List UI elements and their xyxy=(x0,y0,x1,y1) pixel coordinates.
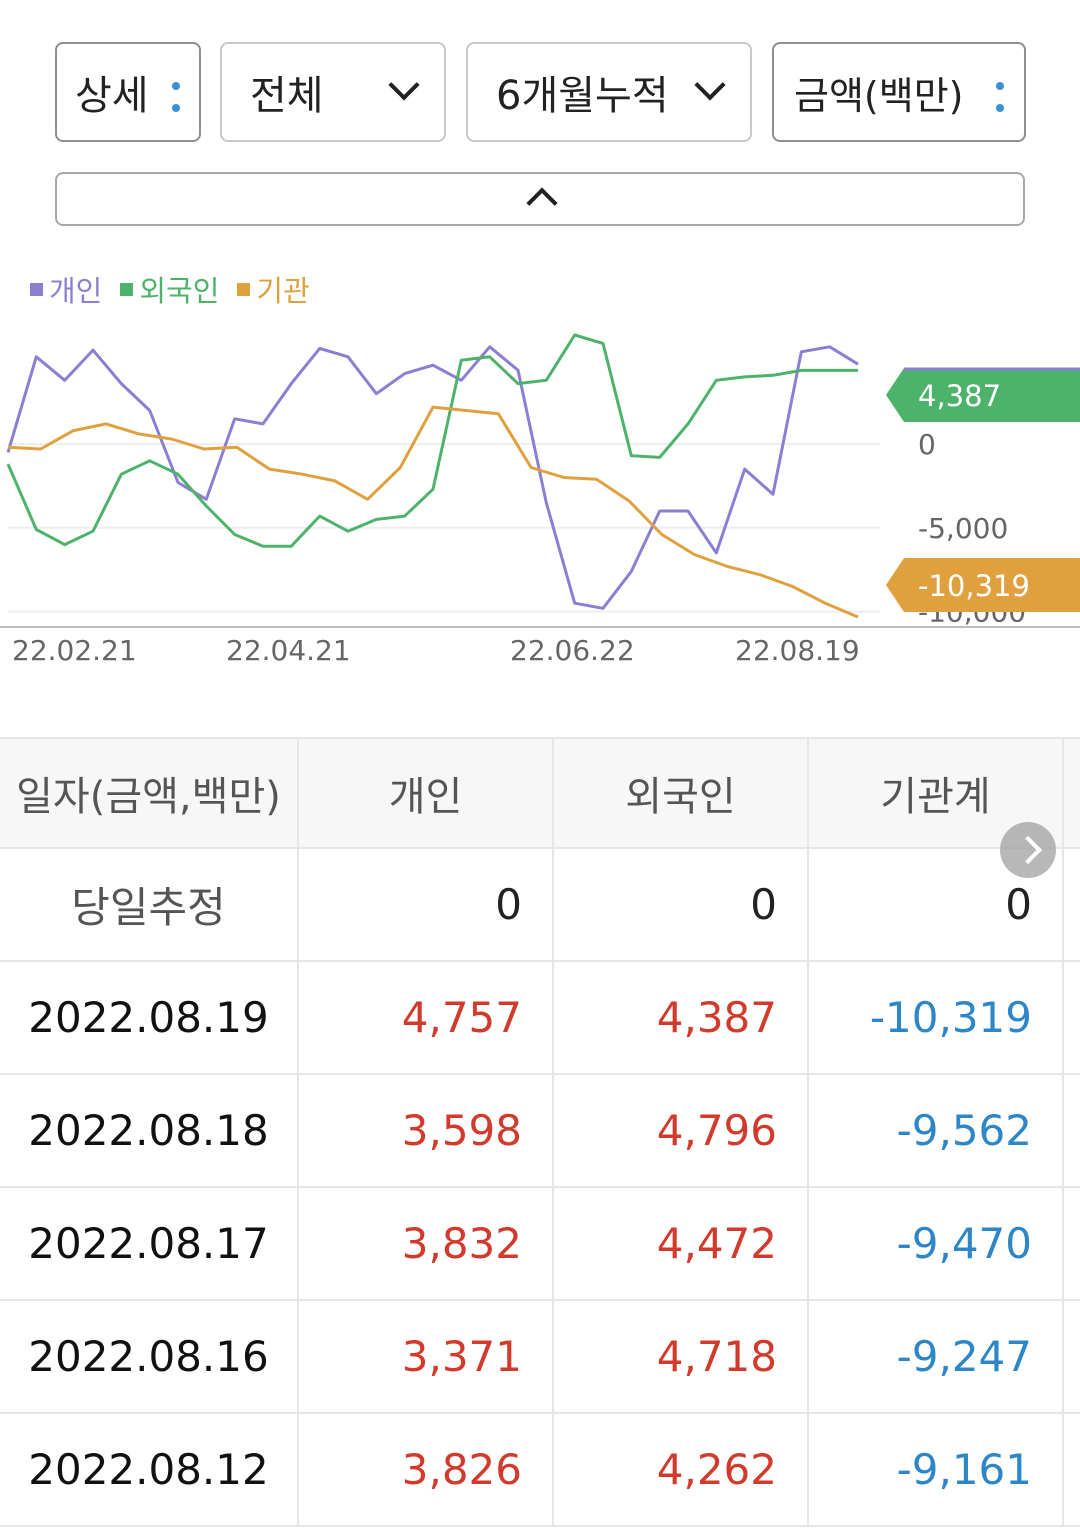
chevron-right-icon[interactable] xyxy=(1000,822,1056,878)
row-spacer xyxy=(1064,849,1080,960)
row-institution: -10,319 xyxy=(809,962,1064,1073)
chevron-down-icon xyxy=(388,69,420,101)
collapse-button[interactable] xyxy=(55,172,1025,226)
scope-select[interactable]: 전체 xyxy=(220,42,446,142)
row-foreign: 4,387 xyxy=(554,962,809,1073)
header-institution: 기관계 xyxy=(809,739,1064,847)
legend-label: 기관 xyxy=(256,274,310,308)
row-institution: -9,470 xyxy=(809,1188,1064,1299)
row-individual: 3,598 xyxy=(299,1075,554,1186)
x-tick-label: 22.06.22 xyxy=(510,634,635,667)
row-individual: 3,826 xyxy=(299,1414,554,1525)
end-value-label: -10,319 xyxy=(918,569,1030,603)
row-spacer xyxy=(1064,1301,1080,1412)
legend-swatch xyxy=(237,282,251,296)
filter-bar: 상세 전체 6개월누적 금액(백만) xyxy=(0,0,1080,240)
y-tick-label: 0 xyxy=(918,428,936,461)
row-individual: 3,832 xyxy=(299,1188,554,1299)
detail-select-label: 상세 xyxy=(75,73,149,119)
legend-item-individual[interactable]: 개인 xyxy=(30,268,102,310)
chevron-down-icon xyxy=(694,69,726,101)
row-date: 2022.08.16 xyxy=(0,1301,299,1412)
row-spacer xyxy=(1064,962,1080,1073)
x-tick-label: 22.08.19 xyxy=(735,634,860,667)
header-date: 일자(금액,백만) xyxy=(0,739,299,847)
table-row: 2022.08.16 3,371 4,718 -9,247 xyxy=(0,1301,1080,1414)
header-spacer xyxy=(1064,739,1080,847)
x-tick-label: 22.02.21 xyxy=(12,634,137,667)
series-line-1 xyxy=(6,333,858,548)
row-individual: 3,371 xyxy=(299,1301,554,1412)
estimate-label: 당일추정 xyxy=(0,849,299,960)
unit-select-label: 금액(백만) xyxy=(794,73,964,118)
more-vertical-icon xyxy=(172,82,180,112)
unit-select[interactable]: 금액(백만) xyxy=(772,42,1026,142)
detail-select[interactable]: 상세 xyxy=(55,42,201,142)
estimate-row: 당일추정 0 0 0 xyxy=(0,849,1080,962)
row-date: 2022.08.19 xyxy=(0,962,299,1073)
series-line-2 xyxy=(7,405,859,619)
legend-swatch xyxy=(30,282,43,296)
row-spacer xyxy=(1064,1414,1080,1525)
row-foreign: 4,472 xyxy=(554,1188,809,1299)
legend-swatch xyxy=(120,282,134,296)
table-row: 2022.08.19 4,757 4,387 -10,319 xyxy=(0,962,1080,1075)
estimate-institution: 0 xyxy=(809,849,1064,960)
x-tick-label: 22.04.21 xyxy=(226,634,351,667)
row-date: 2022.08.17 xyxy=(0,1188,299,1299)
row-foreign: 4,718 xyxy=(554,1301,809,1412)
scope-select-label: 전체 xyxy=(250,73,324,119)
row-spacer xyxy=(1064,1075,1080,1186)
legend-label: 외국인 xyxy=(139,274,220,308)
legend-item-institution[interactable]: 기관 xyxy=(237,268,310,310)
row-institution: -9,562 xyxy=(809,1075,1064,1186)
y-tick-label: -5,000 xyxy=(918,512,1008,545)
table-row: 2022.08.18 3,598 4,796 -9,562 xyxy=(0,1075,1080,1188)
row-foreign: 4,796 xyxy=(554,1075,809,1186)
table-row: 2022.08.17 3,832 4,472 -9,470 xyxy=(0,1188,1080,1301)
estimate-foreign: 0 xyxy=(554,849,809,960)
chevron-up-icon xyxy=(526,187,558,219)
row-date: 2022.08.18 xyxy=(0,1075,299,1186)
header-foreign: 외국인 xyxy=(554,739,809,847)
period-select[interactable]: 6개월누적 xyxy=(466,42,752,142)
period-select-label: 6개월누적 xyxy=(496,73,669,119)
row-date: 2022.08.12 xyxy=(0,1414,299,1525)
row-individual: 4,757 xyxy=(299,962,554,1073)
legend-label: 개인 xyxy=(49,274,103,308)
chart-legend: 개인 외국인 기관 xyxy=(30,268,310,310)
investor-table: 일자(금액,백만) 개인 외국인 기관계 당일추정 0 0 0 2022.08.… xyxy=(0,737,1080,1527)
legend-item-foreign[interactable]: 외국인 xyxy=(120,268,219,310)
series-line-0 xyxy=(6,345,859,610)
end-value-tag xyxy=(886,368,1080,422)
estimate-individual: 0 xyxy=(299,849,554,960)
row-institution: -9,247 xyxy=(809,1301,1064,1412)
row-foreign: 4,262 xyxy=(554,1414,809,1525)
row-spacer xyxy=(1064,1188,1080,1299)
table-row: 2022.08.12 3,826 4,262 -9,161 xyxy=(0,1414,1080,1527)
end-value-label: 4,387 xyxy=(918,379,1001,413)
row-institution: -9,161 xyxy=(809,1414,1064,1525)
more-vertical-icon xyxy=(996,82,1004,112)
end-value-tag xyxy=(886,558,1080,612)
header-individual: 개인 xyxy=(299,739,554,847)
table-header: 일자(금액,백만) 개인 외국인 기관계 xyxy=(0,737,1080,849)
